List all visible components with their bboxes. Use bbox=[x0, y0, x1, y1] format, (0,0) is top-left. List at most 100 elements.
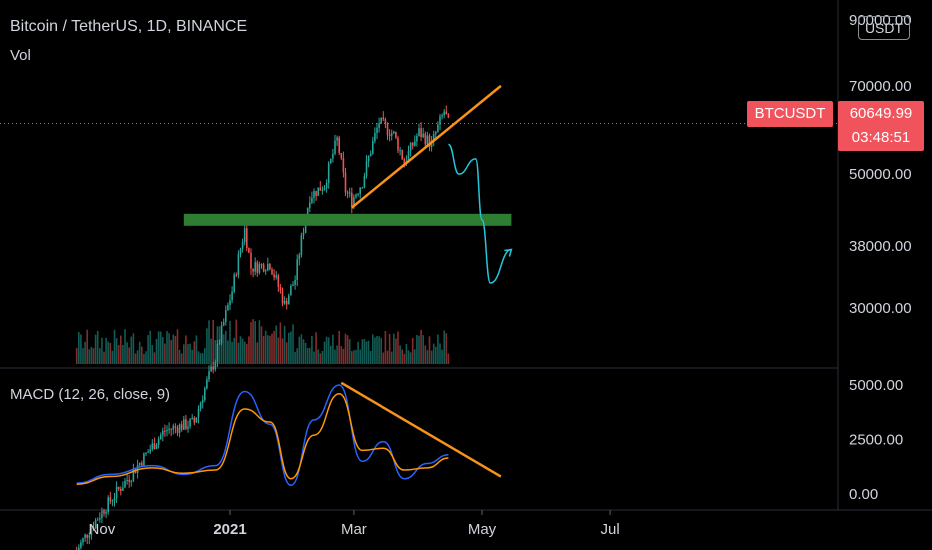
candle-body bbox=[380, 117, 382, 124]
volume-bar bbox=[254, 321, 256, 364]
volume-bar bbox=[346, 335, 349, 364]
volume-bar bbox=[380, 338, 382, 364]
candle-body bbox=[88, 535, 91, 538]
volume-bar bbox=[273, 331, 275, 364]
volume-bar bbox=[374, 337, 376, 364]
volume-bar bbox=[359, 349, 361, 364]
candle-body bbox=[243, 228, 246, 243]
currency-button[interactable]: USDT bbox=[858, 16, 910, 40]
volume-bar bbox=[344, 333, 347, 364]
volume-bar bbox=[365, 341, 368, 364]
candle-body bbox=[229, 300, 231, 306]
volume-bar bbox=[187, 344, 189, 364]
candle-body bbox=[138, 462, 141, 466]
candle-body bbox=[210, 366, 212, 372]
candle-body bbox=[141, 462, 143, 466]
candle-body bbox=[216, 343, 219, 362]
volume-bar bbox=[191, 349, 193, 364]
volume-bar bbox=[174, 335, 177, 364]
candle-body bbox=[353, 197, 355, 207]
macd-label[interactable]: MACD (12, 26, close, 9) bbox=[10, 386, 171, 403]
candle-body bbox=[338, 137, 340, 153]
candle-body bbox=[363, 176, 366, 188]
candle-body bbox=[117, 486, 120, 489]
volume-bar bbox=[147, 335, 149, 364]
volume-bar bbox=[332, 334, 334, 364]
chart-title[interactable]: Bitcoin / TetherUS, 1D, BINANCE bbox=[10, 18, 248, 35]
volume-bar bbox=[376, 335, 378, 364]
candle-body bbox=[420, 128, 422, 138]
candle-body bbox=[201, 400, 204, 403]
signal-line bbox=[76, 392, 449, 485]
candle-body bbox=[321, 189, 324, 191]
candle-body bbox=[183, 419, 185, 430]
price-tick-label: 30000.00 bbox=[849, 300, 912, 317]
volume-bar bbox=[218, 326, 221, 364]
candle-body bbox=[195, 417, 198, 423]
candle-body bbox=[275, 275, 277, 278]
volume-bar bbox=[143, 353, 145, 364]
candle-body bbox=[386, 123, 389, 135]
volume-bar bbox=[243, 341, 246, 364]
volume-bar bbox=[313, 351, 315, 364]
candle-body bbox=[166, 429, 168, 432]
annotations[interactable] bbox=[0, 84, 838, 284]
volume-bar bbox=[411, 337, 414, 364]
volume-bar bbox=[78, 332, 80, 364]
support-zone bbox=[183, 213, 512, 226]
volume-bar bbox=[378, 336, 380, 364]
volume-label[interactable]: Vol bbox=[10, 47, 31, 64]
candle-body bbox=[233, 274, 235, 292]
volume-bar bbox=[386, 350, 389, 364]
macd-pane bbox=[76, 381, 502, 487]
volume-bar bbox=[330, 345, 332, 364]
candle-body bbox=[239, 248, 242, 255]
candle-body bbox=[231, 291, 233, 301]
candle-body bbox=[361, 187, 364, 189]
volume-bar bbox=[170, 340, 172, 364]
volume-bar bbox=[304, 342, 307, 364]
candle-body bbox=[294, 280, 296, 285]
time-tick-label: Jul bbox=[601, 521, 620, 538]
volume-bar bbox=[338, 330, 340, 364]
volume-bar bbox=[441, 349, 443, 364]
candle-body bbox=[107, 497, 109, 512]
candle-body bbox=[416, 136, 418, 142]
volume-bar bbox=[235, 319, 238, 364]
volume-bar bbox=[96, 330, 99, 364]
volume-bar bbox=[82, 348, 84, 364]
volume-bar bbox=[416, 334, 418, 364]
candle-body bbox=[147, 451, 149, 453]
candle-body bbox=[397, 137, 399, 151]
volume-bar bbox=[122, 345, 124, 364]
volume-bar bbox=[334, 349, 336, 364]
volume-bar bbox=[407, 350, 410, 364]
time-tick-label: Nov bbox=[89, 521, 116, 538]
candle-body bbox=[214, 361, 217, 370]
candle-body bbox=[369, 153, 372, 157]
candle-body bbox=[237, 254, 240, 275]
candle-body bbox=[411, 142, 414, 146]
time-tick-label: May bbox=[468, 521, 497, 538]
volume-bar bbox=[426, 350, 429, 364]
volume-bar bbox=[199, 353, 202, 364]
volume-bar bbox=[372, 334, 374, 364]
volume-bar bbox=[206, 328, 208, 364]
candle-body bbox=[113, 498, 116, 501]
volume-bar bbox=[201, 353, 204, 364]
volume-bar bbox=[283, 325, 286, 364]
volume-bar bbox=[348, 339, 351, 364]
volume-bar bbox=[285, 342, 288, 364]
volume-bar bbox=[176, 329, 179, 364]
volume-bar bbox=[231, 341, 233, 364]
candle-body bbox=[441, 115, 443, 117]
candle-body bbox=[96, 519, 99, 521]
candle-body bbox=[437, 124, 439, 133]
volume-bar bbox=[340, 346, 343, 364]
candle-body bbox=[428, 135, 431, 148]
volume-bar bbox=[361, 339, 364, 364]
volume-bar bbox=[397, 331, 399, 364]
time-tick-label: Mar bbox=[341, 521, 367, 538]
